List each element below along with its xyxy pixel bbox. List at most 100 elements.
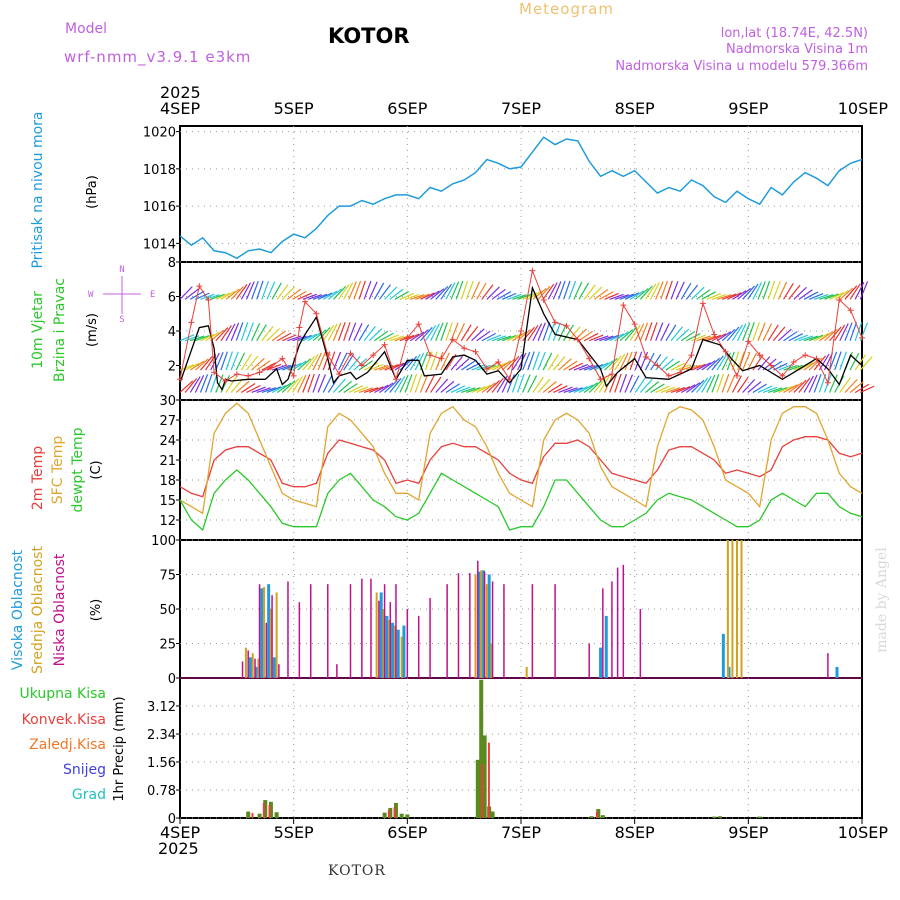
- wind-barb: [706, 292, 722, 300]
- wind-barb: [568, 280, 577, 300]
- wind-barb: [302, 333, 318, 342]
- precip-ytick-label: 0: [168, 812, 176, 827]
- wind-barb: [701, 360, 716, 371]
- wind-barb: [568, 362, 583, 371]
- wind-barb: [793, 379, 807, 393]
- total-precip-bar: [382, 812, 387, 818]
- wind-barb: [844, 379, 858, 393]
- wind-barb: [496, 291, 512, 300]
- pressure-line: [179, 136, 863, 260]
- wind-barb: [552, 322, 561, 341]
- wind-barb: [353, 386, 369, 394]
- wind-barb: [215, 292, 231, 300]
- compass-n: N: [119, 265, 124, 275]
- mid-cloud-bar: [263, 586, 266, 678]
- wind-barb: [619, 352, 629, 371]
- conv-precip-bar: [481, 764, 484, 818]
- wind-barb: [783, 331, 798, 342]
- wind-barb: [235, 352, 246, 371]
- low-cloud-bar: [395, 584, 397, 678]
- temp-name1: 2m Temp: [30, 446, 46, 510]
- wind-gust-point: [370, 352, 377, 359]
- precip-ytick-label: 0.78: [147, 784, 176, 799]
- wind-barb: [834, 290, 849, 300]
- wind-speed-line: [179, 285, 863, 392]
- low-cloud-bar: [287, 581, 289, 678]
- wind-barb: [573, 281, 583, 300]
- wind-barb: [675, 386, 691, 394]
- wind-barb: [680, 330, 696, 342]
- wind-barb: [598, 375, 610, 393]
- wind-barb: [711, 293, 727, 300]
- low-cloud-bar: [483, 571, 486, 678]
- wind-barb: [302, 374, 311, 393]
- wind-barb: [711, 355, 724, 371]
- wind-gust-point: [290, 372, 297, 379]
- wind-barb: [798, 335, 814, 342]
- wind-barb: [374, 364, 389, 371]
- mid-cloud-bar: [740, 540, 743, 678]
- wind-barb: [762, 280, 771, 300]
- wind-barb: [322, 290, 338, 300]
- low-cloud-bar: [361, 578, 363, 678]
- mid-cloud-bar: [735, 540, 738, 678]
- wind-barb: [210, 329, 225, 342]
- wind-barb: [844, 322, 853, 341]
- wind-barb: [778, 328, 792, 342]
- wind-barb: [353, 280, 362, 300]
- wind-barb: [450, 355, 464, 371]
- wind-gust-point: [733, 372, 740, 379]
- wind-barb: [726, 326, 740, 342]
- total-precip-bar: [482, 735, 487, 818]
- wind-barb: [665, 387, 681, 394]
- wind-barb: [379, 382, 394, 393]
- wind-barb: [655, 281, 664, 300]
- pressure-ytick-label: 1020: [143, 126, 176, 141]
- wind-barb: [685, 284, 699, 300]
- wind-barb: [644, 283, 657, 300]
- wind-barb: [839, 377, 851, 393]
- wind-barb: [568, 387, 583, 394]
- wind-barb: [379, 284, 391, 300]
- wind-barb: [368, 281, 378, 300]
- mid-cloud-bar: [490, 643, 493, 678]
- wind-barb: [599, 291, 614, 300]
- low-cloud-bar: [639, 609, 642, 678]
- wind-barb: [854, 282, 865, 300]
- wind-barb: [834, 351, 842, 371]
- wind-barb: [686, 364, 701, 371]
- wind-barb: [358, 387, 374, 394]
- high-cloud-bar: [481, 570, 485, 678]
- wind-barb: [317, 351, 326, 371]
- wind-barb: [200, 333, 215, 342]
- wind-barb: [195, 334, 210, 342]
- panel-frame: [179, 677, 863, 819]
- wind-barb: [184, 288, 199, 300]
- wind-barb: [813, 355, 827, 371]
- wind-gust-point: [472, 348, 479, 355]
- total-precip-bar: [712, 816, 717, 818]
- wind-gust-point: [654, 362, 661, 369]
- wind-barb: [557, 280, 566, 300]
- wind-barb: [788, 333, 803, 342]
- wind-barb: [389, 377, 402, 393]
- lonlat-label: lon,lat (18.74E, 42.5N): [721, 26, 868, 41]
- wind-barb: [246, 385, 261, 394]
- wind-barb: [184, 378, 198, 393]
- wind-barb: [711, 333, 727, 342]
- wind-barb: [460, 360, 476, 371]
- wind-barb: [200, 356, 213, 371]
- compass-e: E: [150, 290, 155, 300]
- wind-barb: [230, 351, 239, 371]
- wind-barb: [742, 322, 751, 341]
- wind-barb: [670, 326, 684, 342]
- wind-barb: [711, 374, 720, 393]
- wind-barb: [404, 293, 420, 300]
- wind-barb: [358, 324, 370, 342]
- wind-barb: [225, 376, 237, 393]
- wind-barb: [747, 381, 762, 393]
- wind-barb: [322, 375, 333, 393]
- wind-barb: [619, 328, 634, 342]
- wind-barb: [317, 374, 326, 393]
- wind-barb: [558, 386, 573, 394]
